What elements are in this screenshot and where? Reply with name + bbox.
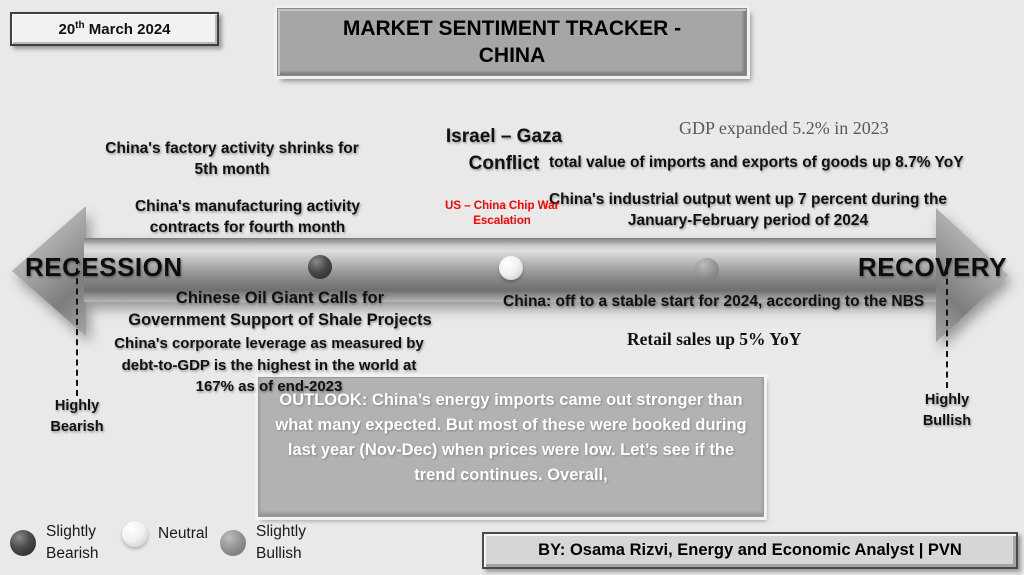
note-oil-giant: Chinese Oil Giant Calls for Government S… <box>128 289 432 329</box>
slightly-bearish-dot-icon <box>10 530 36 556</box>
legend-item-neutral: Neutral <box>122 521 208 547</box>
marker-slightly-bullish <box>695 258 719 282</box>
note-manufacturing-activity: China's manufacturing activity contracts… <box>134 198 361 236</box>
note-corporate-leverage: China's corporate leverage as measured b… <box>114 335 424 395</box>
legend-label: Slightly Bearish <box>46 523 99 562</box>
date-suffix: th <box>75 20 85 31</box>
note-trade-value: total value of imports and exports of go… <box>549 154 964 171</box>
recession-label: RECESSION <box>25 252 183 282</box>
page-title: MARKET SENTIMENT TRACKER - CHINA <box>277 8 747 76</box>
date-box: 20th March 2024 <box>10 12 219 46</box>
byline-box: BY: Osama Rizvi, Energy and Economic Ana… <box>482 532 1018 569</box>
marker-slightly-bearish <box>308 255 332 279</box>
note-israel-gaza: Israel – Gaza Conflict <box>445 126 563 174</box>
recovery-label: RECOVERY <box>858 252 1007 282</box>
note-factory-activity: China's factory activity shrinks for 5th… <box>105 140 359 178</box>
legend-label: Slightly Bullish <box>256 523 306 562</box>
outlook-text: OUTLOOK: China’s energy imports came out… <box>275 391 747 484</box>
date-text: 20th March 2024 <box>58 20 171 38</box>
note-chip-war: US – China Chip War Escalation <box>445 200 559 227</box>
highly-bullish-label: Highly Bullish <box>922 392 972 429</box>
note-industrial-output: China's industrial output went up 7 perc… <box>548 191 948 229</box>
note-gdp-expanded: GDP expanded 5.2% in 2023 <box>679 118 889 138</box>
legend-item-slightly-bullish: Slightly Bullish <box>220 521 306 565</box>
neutral-dot-icon <box>122 521 148 547</box>
legend-item-slightly-bearish: Slightly Bearish <box>10 521 99 565</box>
highly-bearish-label: Highly Bearish <box>50 398 104 435</box>
legend-label: Neutral <box>158 525 208 542</box>
marker-neutral <box>499 256 523 280</box>
slightly-bullish-dot-icon <box>220 530 246 556</box>
note-stable-start: China: off to a stable start for 2024, a… <box>503 293 925 310</box>
byline-text: BY: Osama Rizvi, Energy and Economic Ana… <box>538 541 962 559</box>
note-retail-sales: Retail sales up 5% YoY <box>627 329 802 349</box>
outlook-box: OUTLOOK: China’s energy imports came out… <box>258 377 764 517</box>
